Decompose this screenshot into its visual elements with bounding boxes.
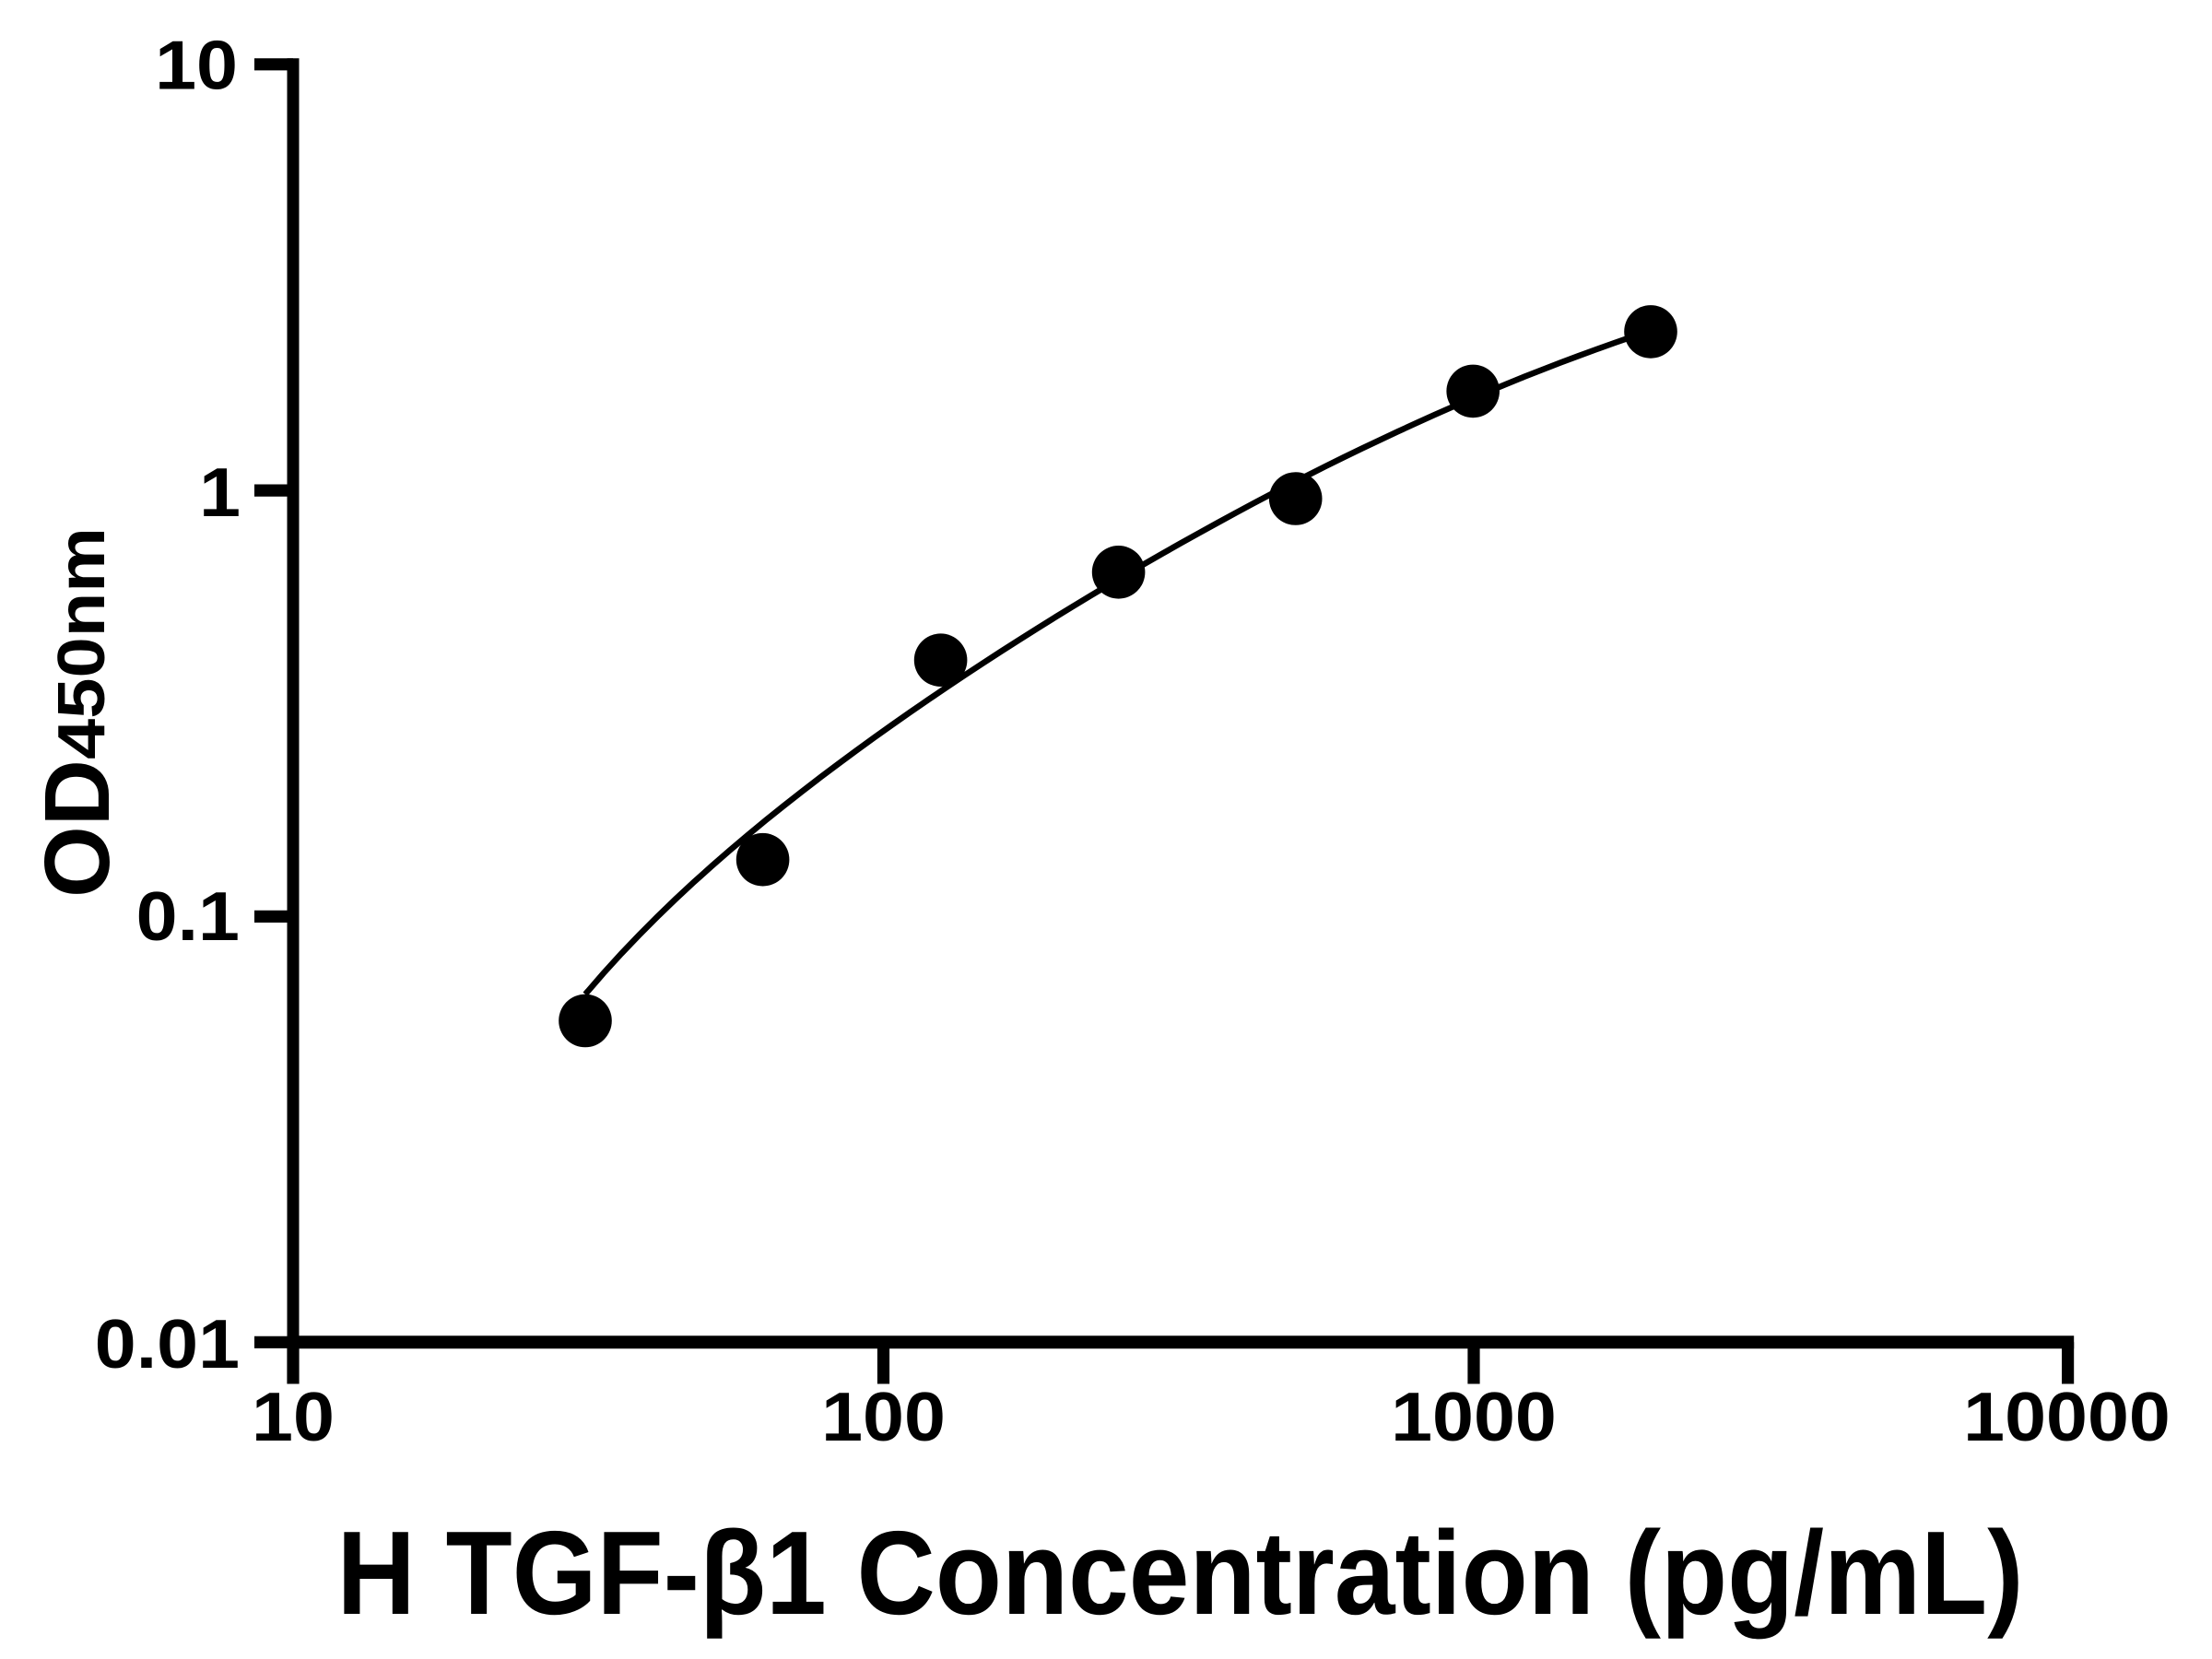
svg-text:0.01: 0.01: [95, 1305, 240, 1382]
svg-text:1000: 1000: [1391, 1378, 1557, 1455]
svg-text:10: 10: [155, 27, 238, 104]
svg-text:1: 1: [199, 453, 241, 531]
svg-text:OD: OD: [26, 759, 129, 898]
svg-text:450nm: 450nm: [45, 527, 119, 759]
svg-text:0.1: 0.1: [136, 877, 240, 955]
svg-text:H TGF-β1 Concentration (pg/mL): H TGF-β1 Concentration (pg/mL): [337, 1507, 2024, 1640]
svg-text:100: 100: [821, 1378, 946, 1455]
svg-text:10: 10: [252, 1378, 335, 1455]
svg-text:10000: 10000: [1963, 1378, 2171, 1455]
